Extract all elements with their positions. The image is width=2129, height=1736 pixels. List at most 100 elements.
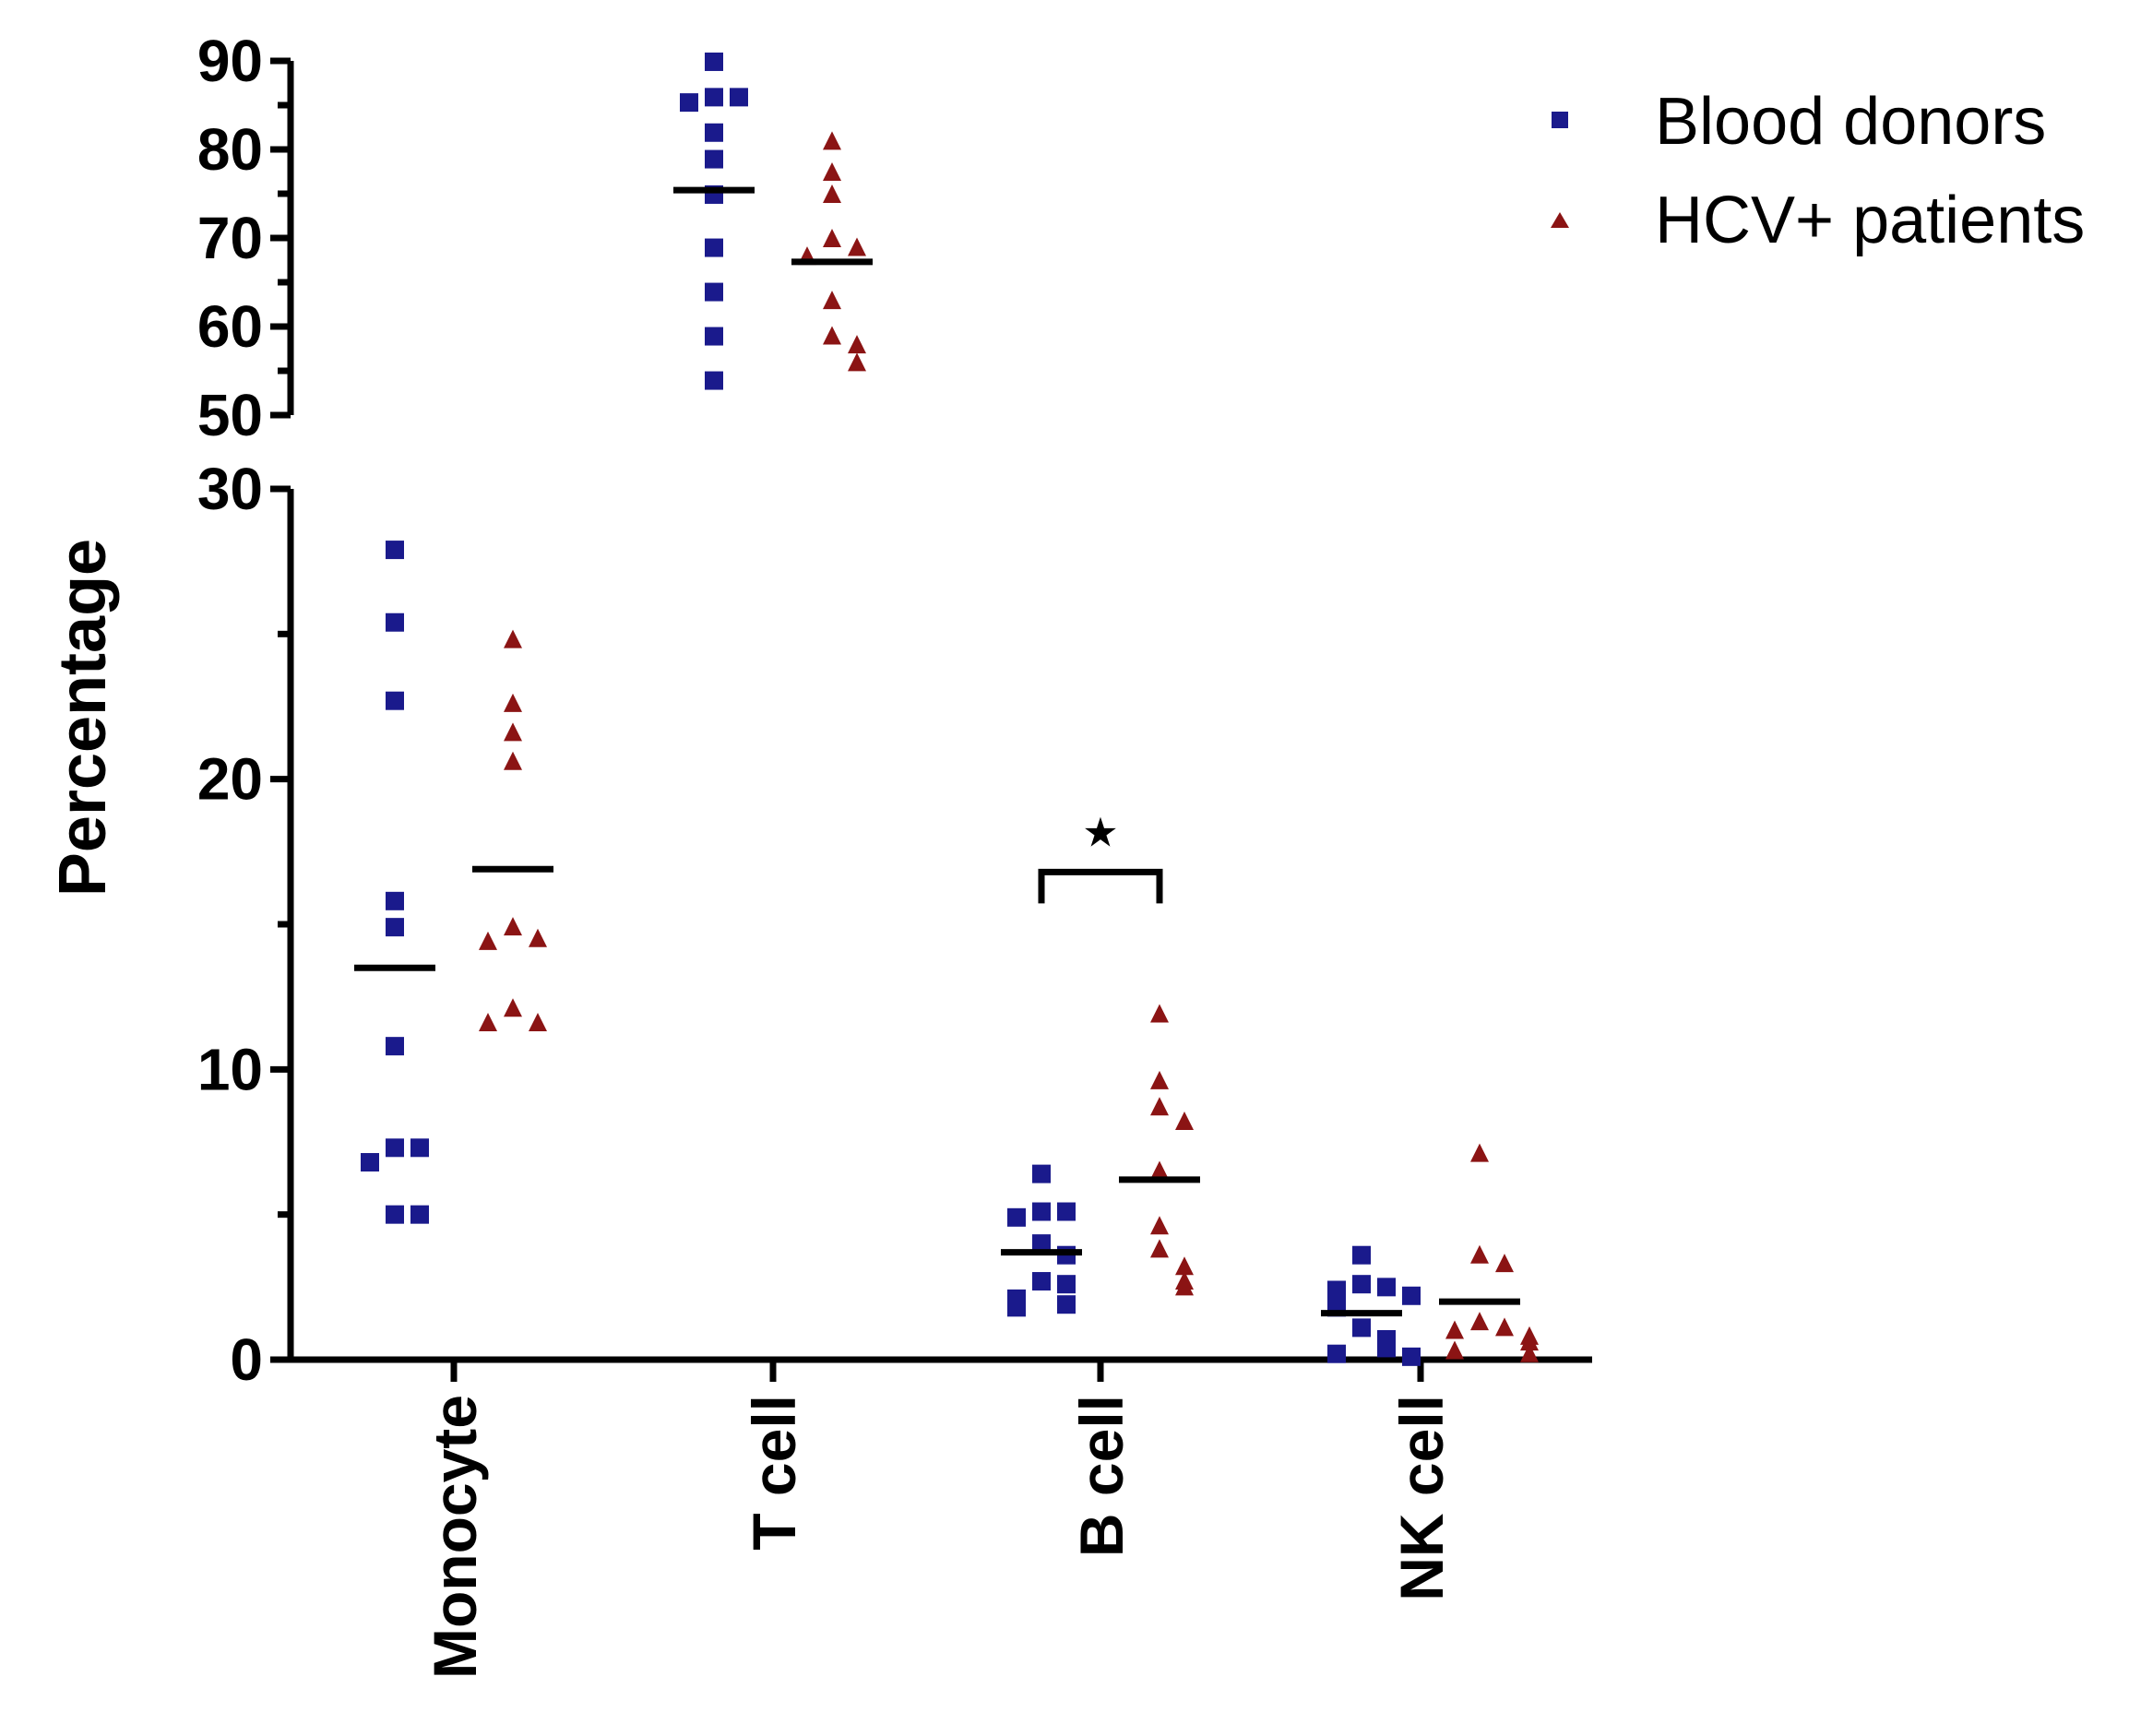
blood-donor-point-nk-cell-0 <box>1352 1245 1371 1265</box>
hcv-patient-point-nk-cell-5 <box>1445 1320 1464 1339</box>
hcv-patient-point-b-cell-4 <box>1150 1160 1169 1180</box>
y-tick-label-upper-60: 60 <box>197 293 263 360</box>
blood-donor-point-t-cell-4 <box>705 123 723 142</box>
blood-donor-point-monocyte-9 <box>386 1205 404 1224</box>
hcv-patient-point-t-cell-2 <box>823 184 841 203</box>
hcv-patient-point-monocyte-3 <box>504 751 522 770</box>
blood-donor-point-b-cell-10 <box>1007 1298 1026 1317</box>
hcv-patient-point-nk-cell-1 <box>1470 1244 1489 1264</box>
hcv-patient-point-b-cell-9 <box>1175 1277 1194 1296</box>
blood-donor-point-t-cell-10 <box>705 371 723 390</box>
hcv-patient-point-b-cell-1 <box>1150 1070 1169 1089</box>
x-category-label-t-cell: T cell <box>740 1395 808 1551</box>
y-tick-label-lower-0: 0 <box>230 1326 263 1393</box>
significance-star: ★ <box>1082 809 1118 856</box>
hcv-patient-point-b-cell-5 <box>1150 1216 1169 1235</box>
blood-donor-point-monocyte-7 <box>410 1138 429 1158</box>
blood-donor-point-b-cell-9 <box>1057 1295 1076 1314</box>
blood-donor-point-monocyte-0 <box>386 541 404 560</box>
blood-donor-point-t-cell-7 <box>705 238 723 257</box>
blood-donor-point-nk-cell-1 <box>1352 1275 1371 1294</box>
y-tick-label-upper-90: 90 <box>197 28 263 94</box>
x-category-label-b-cell: B cell <box>1067 1395 1136 1557</box>
y-tick-label-upper-50: 50 <box>197 382 263 448</box>
blood-donor-point-t-cell-2 <box>730 88 748 107</box>
hcv-patient-point-t-cell-6 <box>823 291 841 310</box>
y-axis-title: Percentage <box>46 539 120 897</box>
significance-bracket <box>1038 868 1163 904</box>
blood-donor-point-monocyte-5 <box>386 1037 404 1056</box>
mean-lines <box>354 186 1520 1317</box>
blood-donor-point-nk-cell-6 <box>1352 1318 1371 1338</box>
hcv-patient-point-nk-cell-4 <box>1495 1317 1514 1337</box>
blood-donor-point-nk-cell-3 <box>1327 1280 1346 1300</box>
blood-donor-point-b-cell-3 <box>1007 1207 1026 1227</box>
hcv-patient-point-monocyte-2 <box>504 722 522 742</box>
blood-donor-point-b-cell-1 <box>1032 1202 1051 1221</box>
hcv-patient-point-monocyte-1 <box>504 693 522 712</box>
blood-donor-point-nk-cell-8 <box>1377 1338 1396 1358</box>
blood-donor-point-nk-cell-4 <box>1402 1286 1421 1305</box>
hcv-patient-point-monocyte-4 <box>504 917 522 936</box>
hcv-patient-point-t-cell-1 <box>823 161 841 181</box>
blood-donor-point-b-cell-4 <box>1032 1234 1051 1254</box>
hcv-patient-point-b-cell-0 <box>1150 1004 1169 1023</box>
y-tick-label-lower-20: 20 <box>197 746 263 813</box>
blood-donor-point-b-cell-7 <box>1057 1275 1076 1294</box>
legend: Blood donors HCV+ patients <box>1551 85 2085 257</box>
x-category-label-monocyte: Monocyte <box>421 1395 489 1679</box>
x-category-label-nk-cell: NK cell <box>1387 1395 1456 1601</box>
hcv-patient-point-t-cell-9 <box>848 352 866 372</box>
blood-donor-point-monocyte-1 <box>386 612 404 632</box>
y-tick-label-upper-70: 70 <box>197 205 263 271</box>
hcv-patient-point-nk-cell-0 <box>1470 1143 1489 1162</box>
blood-donor-point-t-cell-3 <box>680 93 698 113</box>
hcv-patient-point-monocyte-8 <box>529 1012 547 1031</box>
hcv-patient-point-t-cell-0 <box>823 131 841 150</box>
axes <box>287 61 1592 1363</box>
blood-donor-point-monocyte-4 <box>386 918 404 937</box>
blood-donor-point-monocyte-3 <box>386 891 404 910</box>
data-points <box>361 52 1539 1366</box>
blood-donor-point-nk-cell-9 <box>1327 1344 1346 1363</box>
hcv-patient-point-nk-cell-3 <box>1470 1312 1489 1331</box>
legend-label-blood-donors: Blood donors <box>1655 85 2046 159</box>
legend-marker-hcv-patients <box>1551 212 1569 228</box>
hcv-patient-point-monocyte-6 <box>479 931 497 950</box>
blood-donor-point-t-cell-8 <box>705 282 723 302</box>
hcv-patient-point-t-cell-8 <box>848 335 866 354</box>
hcv-patient-point-monocyte-5 <box>529 928 547 947</box>
blood-donor-point-t-cell-0 <box>705 52 723 71</box>
hcv-patient-point-monocyte-0 <box>504 629 522 648</box>
y-tick-label-lower-30: 30 <box>197 456 263 522</box>
hcv-patient-point-b-cell-2 <box>1150 1097 1169 1116</box>
annotations: ★ <box>1038 809 1163 904</box>
blood-donor-point-monocyte-2 <box>386 691 404 710</box>
blood-donor-point-t-cell-5 <box>705 149 723 169</box>
blood-donor-point-monocyte-6 <box>386 1138 404 1158</box>
hcv-patient-point-t-cell-4 <box>848 237 866 256</box>
x-ticks: Monocyte T cell B cell NK cell <box>421 1360 1456 1679</box>
blood-donor-point-b-cell-2 <box>1057 1202 1076 1221</box>
y-tick-label-lower-10: 10 <box>197 1036 263 1102</box>
blood-donor-point-monocyte-10 <box>410 1205 429 1224</box>
blood-donor-point-t-cell-1 <box>705 88 723 107</box>
hcv-patient-point-nk-cell-7 <box>1520 1332 1539 1351</box>
y-ticks: 0 10 20 30 50 60 70 80 90 <box>197 28 291 1393</box>
blood-donor-point-b-cell-0 <box>1032 1164 1051 1183</box>
blood-donor-point-nk-cell-10 <box>1402 1347 1421 1366</box>
hcv-patient-point-t-cell-7 <box>823 326 841 345</box>
blood-donor-point-t-cell-9 <box>705 327 723 346</box>
hcv-patient-point-b-cell-7 <box>1175 1256 1194 1276</box>
blood-donor-point-b-cell-6 <box>1032 1272 1051 1291</box>
hcv-patient-point-nk-cell-8 <box>1445 1340 1464 1360</box>
y-tick-label-upper-80: 80 <box>197 116 263 183</box>
blood-donor-point-monocyte-8 <box>361 1153 379 1172</box>
hcv-patient-point-monocyte-9 <box>479 1012 497 1031</box>
hcv-patient-point-nk-cell-2 <box>1495 1254 1514 1273</box>
hcv-patient-point-monocyte-7 <box>504 998 522 1017</box>
hcv-patient-point-nk-cell-9 <box>1520 1343 1539 1362</box>
hcv-patient-point-b-cell-3 <box>1175 1111 1194 1130</box>
blood-donor-point-nk-cell-2 <box>1377 1278 1396 1297</box>
